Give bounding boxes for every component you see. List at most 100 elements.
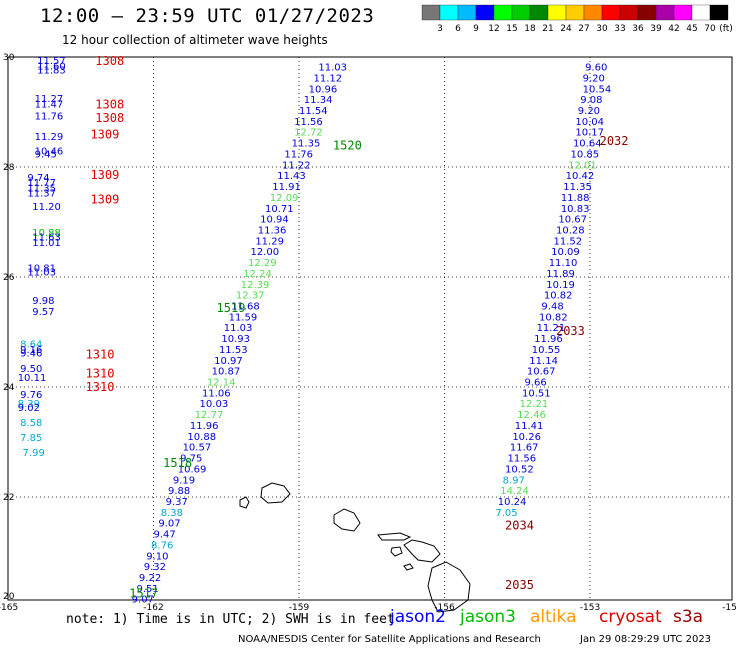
wave-height-value: 10.19 [546,280,575,291]
color-swatch [565,4,585,21]
wave-height-value: 12.46 [517,410,546,421]
wave-height-value: 11.21 [537,323,566,334]
wave-height-value: 9.20 [583,73,605,84]
wave-height-value: 11.83 [37,65,66,76]
wave-height-value: 10.54 [583,84,612,95]
color-swatch [547,4,567,21]
wave-height-value: 11.20 [32,202,61,213]
color-scale-label: 70 [704,24,716,34]
wave-height-value: 9.07 [158,519,180,530]
island-hawaii [427,561,471,613]
wave-height-value: 9.16 [20,345,42,356]
wave-height-value: 9.88 [168,486,190,497]
wave-height-value: 10.04 [575,117,604,128]
wave-height-value: 12.29 [248,258,277,269]
footer-note: note: 1) Time is in UTC; 2) SWH is in fe… [66,612,395,627]
wave-height-value: 11.29 [35,132,64,143]
pass-number-label: 2035 [505,578,534,592]
wave-height-value: 11.37 [27,189,56,200]
pass-number-label: 1308 [95,98,124,112]
wave-height-value: 11.43 [277,171,306,182]
pass-number-label: 1309 [90,193,119,207]
wave-height-value: 11.03 [318,63,347,74]
wave-height-value: 11.63 [32,233,61,244]
color-swatch [691,4,711,21]
pass-number-label: 1309 [90,127,119,141]
wave-height-value: 11.35 [292,139,321,150]
island-kahoolawe [403,563,414,571]
wave-height-value: 12.21 [520,399,549,410]
color-scale-label: 42 [668,24,679,34]
wave-height-value: 7.85 [20,433,42,444]
wave-height-value: 12.09 [270,193,299,204]
wave-height-value: 9.46 [20,349,42,360]
map-frame [7,56,733,601]
color-scale-label: 6 [455,24,461,34]
wave-height-value: 10.46 [35,147,64,158]
wave-height-value: 8.38 [161,508,183,519]
pass-number-label: 2033 [556,324,585,338]
wave-height-value: 11.88 [561,193,590,204]
island-lanai [390,546,403,557]
color-swatch [439,4,459,21]
pass-number-label: 1520 [333,138,362,152]
wave-height-value: 11.36 [258,225,287,236]
color-swatch [673,4,693,21]
measurement-labels: 11.5711.6011.8311.2711.4711.7611.2910.46… [18,56,612,606]
map-grid: -165 -162 -159 -156 -153 -15 30 28 26 24 22 20 [0,53,737,613]
wave-height-value: 11.60 [37,61,66,72]
wave-height-value: 9.37 [166,497,188,508]
wave-height-value: 12.77 [195,410,224,421]
legend-altika: altika [530,607,577,627]
legend-s3a: s3a [673,607,704,627]
legend-cryosat: cryosat [599,607,662,627]
wave-height-value: 11.10 [549,258,578,269]
pass-number-label: 1517 [129,586,158,600]
color-scale-label: 12 [488,24,499,34]
wave-height-value: 9.47 [153,530,175,541]
legend-jason3: jason3 [460,607,516,627]
wave-height-value: 9.74 [27,173,49,184]
y-tick-label: 30 [3,53,15,63]
legend-jason2: jason2 [390,607,446,627]
wave-height-value: 11.53 [219,345,248,356]
island-niihau [239,496,250,509]
wave-height-value: 10.93 [221,334,250,345]
wave-height-value: 9.19 [173,475,195,486]
island-oahu [333,508,361,532]
y-tick-label: 26 [3,273,15,283]
page-title: 12:00 — 23:59 UTC 01/27/2023 [40,5,375,27]
wave-height-value: 11.01 [32,238,61,249]
generated-timestamp: Jan 29 08:29:29 UTC 2023 [580,634,712,645]
wave-height-value: 11.56 [507,454,536,465]
wave-height-value: 11.56 [294,117,323,128]
wave-height-value: 12.39 [241,280,270,291]
wave-height-value: 10.67 [527,367,556,378]
x-tick-label: -15 [722,603,737,613]
wave-height-value: 11.67 [510,443,539,454]
wave-height-value: 9.50 [20,364,42,375]
y-tick-label: 20 [3,592,15,602]
wave-height-value: 11.57 [37,56,66,67]
wave-height-value: 11.27 [35,94,64,105]
color-swatch [493,4,513,21]
color-swatch [583,4,603,21]
wave-height-value: 10.82 [539,312,568,323]
wave-height-value: 10.71 [265,204,294,215]
color-swatch [601,4,621,21]
wave-height-value: 10.03 [200,399,229,410]
wave-height-value: 10.82 [544,291,573,302]
wave-height-value: 11.76 [284,149,313,160]
wave-height-value: 10.51 [522,388,551,399]
color-scale-label: 27 [578,24,589,34]
wave-height-value: 12.24 [243,269,272,280]
wave-height-value: 9.57 [32,307,54,318]
wave-height-value: 10.81 [27,263,56,274]
wave-height-value: 11.14 [529,356,558,367]
wave-height-value: 10.69 [178,464,207,475]
color-swatch [619,4,639,21]
island-maui [403,539,441,563]
wave-height-value: 11.76 [35,111,64,122]
wave-height-value: 11.47 [35,99,64,110]
